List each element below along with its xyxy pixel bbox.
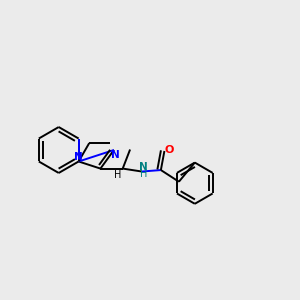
Text: H: H <box>140 169 147 179</box>
Text: N: N <box>139 161 148 172</box>
Text: H: H <box>114 170 121 180</box>
Text: N: N <box>74 152 83 162</box>
Text: N: N <box>111 150 120 160</box>
Text: O: O <box>164 145 173 154</box>
